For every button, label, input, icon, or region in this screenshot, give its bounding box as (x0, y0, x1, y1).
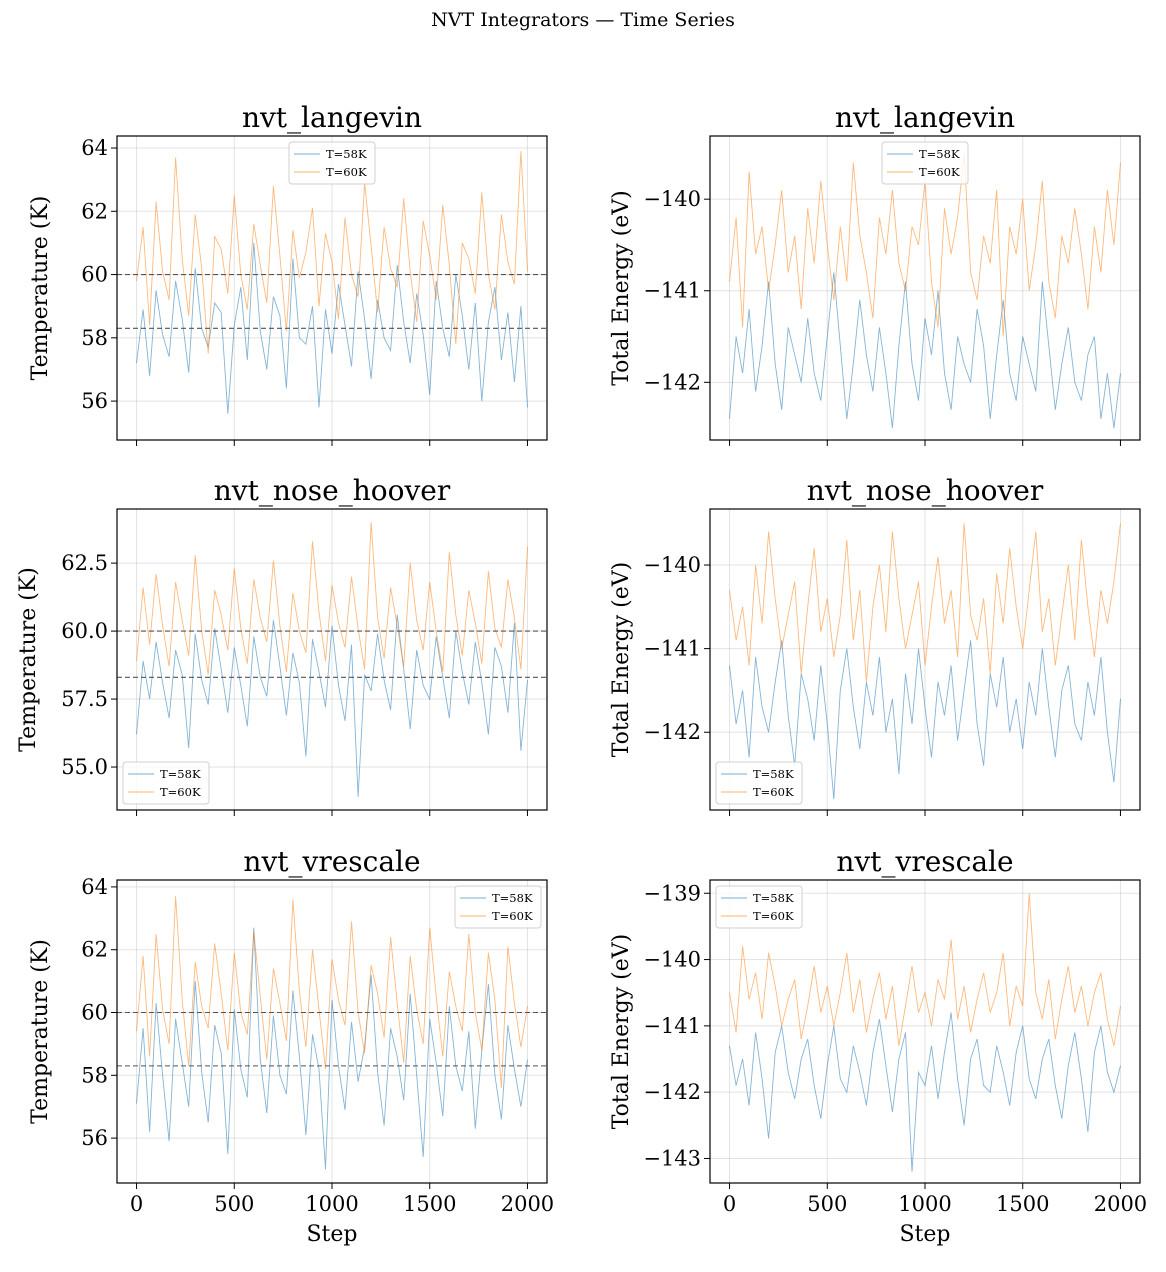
y-axis-label: Total Energy (eV) (609, 190, 634, 386)
legend-label: T=60K (753, 785, 794, 799)
subplot-title: nvt_nose_hoover (807, 474, 1044, 507)
y-tick-label: −141 (643, 637, 701, 661)
y-axis-label: Temperature (K) (16, 567, 41, 752)
x-tick-label: 1000 (305, 1192, 358, 1216)
legend-label: T=58K (919, 147, 960, 161)
y-tick-label: −139 (643, 881, 701, 905)
y-axis-label: Temperature (K) (28, 196, 53, 381)
series-group (117, 896, 547, 1170)
subplot-3: 55.0 57.5 60.0 62.5 nvt_nose_hoover Temperatu… (16, 474, 548, 816)
y-tick-label: 57.5 (61, 687, 108, 711)
legend-label: T=58K (753, 767, 794, 781)
y-tick-label: 60.0 (61, 619, 108, 643)
x-tick-label: 1500 (403, 1192, 456, 1216)
x-tick-label: 0 (130, 1192, 143, 1216)
legend-label: T=58K (160, 767, 201, 781)
series-line-T=60K (729, 893, 1121, 1046)
legend-label: T=60K (919, 165, 960, 179)
y-axis-label: Temperature (K) (28, 939, 53, 1124)
legend-box (715, 885, 803, 929)
subplot-5: 0 500 1000 1500 2000 56 58 60 62 64 nvt_vrescale Te… (28, 845, 554, 1247)
series-group (117, 151, 547, 414)
legend: T=58K T=60K (122, 761, 210, 805)
x-tick-label: 500 (807, 1192, 847, 1216)
legend-box (881, 141, 969, 185)
series-line-T=58K (729, 272, 1121, 429)
series-line-T=58K (136, 927, 528, 1170)
y-tick-label: −140 (643, 553, 701, 577)
x-tick-label: 1000 (898, 1192, 951, 1216)
y-tick-label: −141 (643, 279, 701, 303)
x-axis-label: Step (306, 1222, 357, 1247)
legend-label: T=60K (492, 909, 533, 923)
figure-suptitle: NVT Integrators — Time Series (431, 9, 735, 31)
legend-box (122, 761, 210, 805)
subplot-2: −142 −141 −140 nvt_langevin Total Energy (eV… (609, 101, 1141, 446)
x-axis-label: Step (899, 1222, 950, 1247)
y-tick-label: 56 (81, 1126, 108, 1150)
y-tick-label: −140 (643, 948, 701, 972)
y-tick-label: 58 (81, 1063, 108, 1087)
x-tick-label: 0 (723, 1192, 736, 1216)
y-tick-label: 60 (81, 1001, 108, 1025)
subplot-title: nvt_langevin (835, 101, 1015, 134)
x-tick-label: 1500 (996, 1192, 1049, 1216)
y-tick-label: 60 (81, 263, 108, 287)
y-tick-label: −141 (643, 1014, 701, 1038)
legend: T=58K T=60K (715, 885, 803, 929)
series-line-T=60K (136, 896, 528, 1088)
y-axis-label: Total Energy (eV) (609, 562, 634, 758)
x-tick-label: 500 (214, 1192, 254, 1216)
legend: T=58K T=60K (881, 141, 969, 185)
subplot-4: −142 −141 −140 nvt_nose_hoover Total Energy … (609, 474, 1141, 816)
subplot-title: nvt_vrescale (243, 845, 420, 878)
series-line-T=58K (136, 614, 528, 797)
y-tick-label: 64 (81, 136, 108, 160)
y-tick-label: −142 (643, 370, 701, 394)
series-group (117, 522, 547, 797)
y-tick-label: 56 (81, 389, 108, 413)
subplot-title: nvt_nose_hoover (214, 474, 451, 507)
legend-label: T=58K (326, 147, 367, 161)
y-tick-label: 62.5 (61, 551, 108, 575)
legend: T=58K T=60K (715, 761, 803, 805)
legend-box (288, 141, 376, 185)
series-group (729, 893, 1121, 1172)
subplot-1: 56 58 60 62 64 nvt_langevin Temperature (K) T=5… (28, 101, 548, 446)
y-tick-label: 62 (81, 199, 108, 223)
y-axis-label: Total Energy (eV) (609, 934, 634, 1130)
y-tick-label: −140 (643, 187, 701, 211)
subplot-title: nvt_langevin (242, 101, 422, 134)
series-line-T=60K (729, 523, 1121, 683)
y-tick-label: 55.0 (61, 755, 108, 779)
legend-label: T=58K (492, 891, 533, 905)
y-tick-label: −142 (643, 1080, 701, 1104)
legend: T=58K T=60K (288, 141, 376, 185)
y-tick-label: −142 (643, 720, 701, 744)
legend-label: T=60K (160, 785, 201, 799)
y-tick-label: 62 (81, 938, 108, 962)
legend-label: T=60K (753, 909, 794, 923)
x-tick-label: 2000 (1094, 1192, 1147, 1216)
legend-label: T=60K (326, 165, 367, 179)
y-tick-label: −143 (643, 1146, 701, 1170)
x-tick-label: 2000 (501, 1192, 554, 1216)
subplot-title: nvt_vrescale (836, 845, 1013, 878)
legend: T=58K T=60K (454, 885, 542, 929)
legend-box (454, 885, 542, 929)
subplot-6: 0 500 1000 1500 2000 −143 −142 −141 −140 −139 nvt_… (609, 845, 1147, 1247)
y-tick-label: 58 (81, 326, 108, 350)
legend-label: T=58K (753, 891, 794, 905)
y-tick-label: 64 (81, 875, 108, 899)
series-line-T=60K (136, 151, 528, 354)
series-line-T=58K (729, 1012, 1121, 1172)
legend-box (715, 761, 803, 805)
